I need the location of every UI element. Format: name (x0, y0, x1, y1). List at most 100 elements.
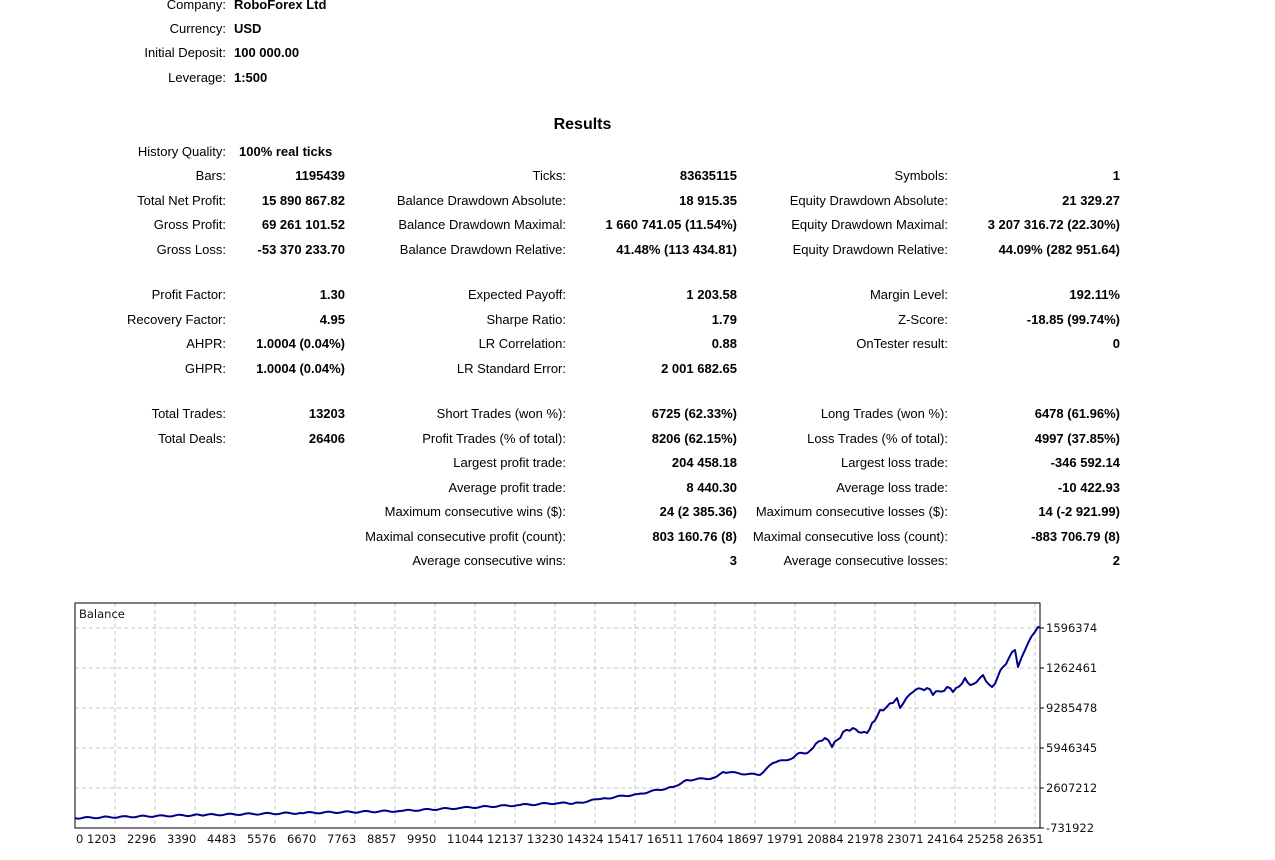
result-label: Loss Trades (% of total): (807, 431, 948, 446)
result-label: Maximum consecutive wins ($): (384, 504, 566, 519)
result-row: Bars: 1195439 Ticks: 83635115 Symbols: 1 (0, 167, 1275, 185)
result-label: Average loss trade: (836, 480, 948, 495)
result-value: 18 915.35 (679, 193, 737, 208)
x-tick-label: 16511 (647, 832, 684, 846)
y-tick-label: 1596374 (1046, 621, 1097, 635)
result-label: AHPR: (186, 336, 226, 351)
x-tick-label: 6670 (287, 832, 316, 846)
x-tick-label: 20884 (807, 832, 844, 846)
result-row: Average profit trade: 8 440.30 Average los… (0, 479, 1275, 497)
x-tick-label: 3390 (167, 832, 196, 846)
result-label: Gross Loss: (156, 242, 226, 257)
setting-value: USD (234, 21, 262, 36)
result-value: 4997 (37.85%) (1034, 431, 1120, 446)
setting-value: RoboForex Ltd (234, 0, 327, 12)
result-value: -883 706.79 (8) (1031, 529, 1120, 544)
history-quality-row: History Quality: 100% real ticks (0, 143, 1275, 161)
result-row: Profit Factor: 1.30 Expected Payoff: 1 203.… (0, 286, 1275, 304)
result-value: 69 261 101.52 (261, 217, 345, 232)
result-value: 803 160.76 (8) (652, 529, 737, 544)
result-value: -10 422.93 (1057, 480, 1120, 495)
x-tick-label: 26351 (1007, 832, 1044, 846)
result-value: 0 (1112, 336, 1120, 351)
x-tick-label: 23071 (887, 832, 924, 846)
result-label: Largest loss trade: (841, 455, 948, 470)
result-label: Balance Drawdown Maximal: (398, 217, 566, 232)
result-value: 83635115 (679, 168, 737, 183)
result-row: Average consecutive wins: 3 Average consec… (0, 552, 1275, 570)
result-row: Total Net Profit: 15 890 867.82 Balance Dr… (0, 192, 1275, 210)
result-value: 21 329.27 (1062, 193, 1120, 208)
result-value: 26406 (308, 431, 345, 446)
result-label: Profit Trades (% of total): (422, 431, 566, 446)
x-tick-label: 14324 (567, 832, 604, 846)
x-tick-label: 25258 (967, 832, 1004, 846)
result-label: Total Net Profit: (137, 193, 226, 208)
setting-value: 1:500 (234, 70, 268, 85)
result-row: Maximal consecutive profit (count): 803 1… (0, 528, 1275, 546)
x-tick-label: 15417 (607, 832, 644, 846)
setting-row: Initial Deposit: 100 000.00 (0, 44, 1275, 62)
history-quality-label: History Quality: (137, 144, 226, 159)
result-value: 44.09% (282 951.64) (998, 242, 1120, 257)
result-row: Total Deals: 26406 Profit Trades (% of tot… (0, 430, 1275, 448)
result-value: 1 (1112, 168, 1120, 183)
result-row: Recovery Factor: 4.95 Sharpe Ratio: 1.79 Z-S… (0, 311, 1275, 329)
result-label: LR Correlation: (478, 336, 566, 351)
x-tick-label: 8857 (367, 832, 396, 846)
result-value: 1.79 (711, 312, 737, 327)
result-label: Sharpe Ratio: (486, 312, 567, 327)
x-tick-label: 11044 (447, 832, 484, 846)
result-label: Z-Score: (898, 312, 948, 327)
result-value: 14 (-2 921.99) (1038, 504, 1120, 519)
setting-value: 100 000.00 (234, 45, 300, 60)
x-tick-label: 9950 (407, 832, 436, 846)
result-label: LR Standard Error: (456, 361, 566, 376)
result-label: Margin Level: (869, 287, 948, 302)
result-label: Average consecutive wins: (412, 553, 566, 568)
result-value: 24 (2 385.36) (659, 504, 737, 519)
result-value: 1 203.58 (686, 287, 737, 302)
result-value: 192.11% (1069, 287, 1120, 302)
result-row: Maximum consecutive wins ($): 24 (2 385.3… (0, 503, 1275, 521)
result-label: Equity Drawdown Absolute: (789, 193, 948, 208)
setting-label: Initial Deposit: (144, 45, 226, 60)
y-tick-label: 1262461 (1046, 661, 1097, 675)
result-label: Equity Drawdown Maximal: (791, 217, 948, 232)
result-label: GHPR: (184, 361, 226, 376)
result-label: Maximum consecutive losses ($): (755, 504, 948, 519)
setting-label: Currency: (169, 21, 226, 36)
result-label: Symbols: (894, 168, 948, 183)
result-value: 1.30 (319, 287, 345, 302)
plot-frame (74, 602, 1041, 829)
result-value: 2 (1112, 553, 1120, 568)
result-value: 8 440.30 (686, 480, 737, 495)
x-tick-label: 12137 (487, 832, 524, 846)
result-label: Bars: (195, 168, 226, 183)
x-tick-label: 18697 (727, 832, 764, 846)
result-value: 1195439 (295, 168, 345, 183)
balance-line (74, 626, 1041, 820)
x-tick-label: 4483 (207, 832, 236, 846)
result-label: Long Trades (won %): (820, 406, 948, 421)
x-tick-label: 0 (76, 832, 83, 846)
result-label: Short Trades (won %): (436, 406, 566, 421)
result-value: -53 370 233.70 (257, 242, 345, 257)
result-label: Balance Drawdown Relative: (399, 242, 566, 257)
x-tick-label: 21978 (847, 832, 884, 846)
result-row: Largest profit trade: 204 458.18 Largest l… (0, 454, 1275, 472)
result-value: 204 458.18 (671, 455, 737, 470)
result-row: GHPR: 1.0004 (0.04%) LR Standard Error: 2 0… (0, 360, 1275, 378)
result-value: 4.95 (319, 312, 345, 327)
x-tick-label: 2296 (127, 832, 156, 846)
result-row: AHPR: 1.0004 (0.04%) LR Correlation: 0.88 On… (0, 335, 1275, 353)
result-value: 1.0004 (0.04%) (256, 336, 345, 351)
history-quality-value: 100% real ticks (239, 144, 333, 159)
result-label: Largest profit trade: (453, 455, 566, 470)
results-title: Results (553, 116, 612, 133)
result-value: 41.48% (113 434.81) (616, 242, 737, 257)
result-label: Average profit trade: (448, 480, 566, 495)
result-value: -18.85 (99.74%) (1026, 312, 1120, 327)
setting-label: Company: (166, 0, 226, 12)
setting-row: Company: RoboForex Ltd (0, 0, 1275, 14)
